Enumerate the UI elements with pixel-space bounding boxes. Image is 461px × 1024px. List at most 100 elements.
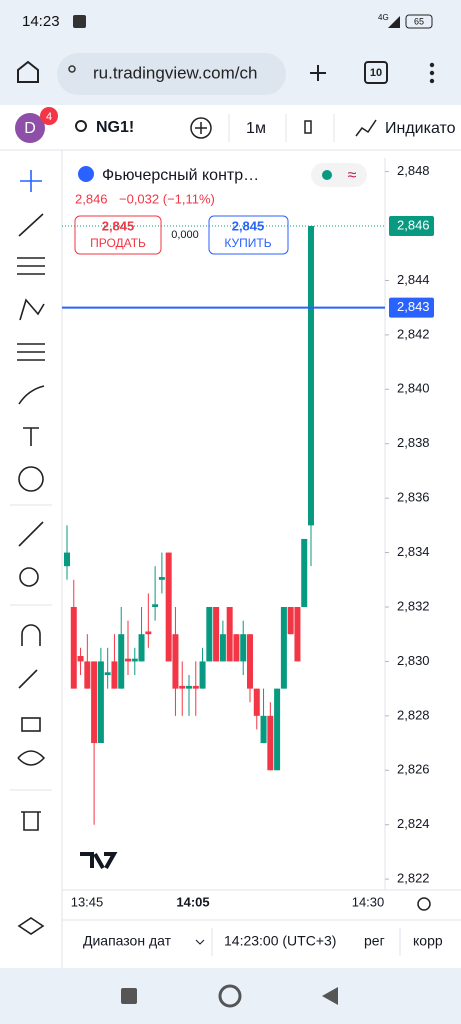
candle-body — [64, 552, 70, 567]
sell-price: 2,845 — [102, 218, 135, 233]
candle-body — [165, 552, 172, 662]
home-button[interactable] — [218, 984, 242, 1008]
badge-count: 4 — [46, 111, 52, 123]
avatar-letter: D — [24, 120, 36, 137]
interval[interactable]: 1м — [246, 120, 266, 137]
session[interactable]: рег — [364, 933, 385, 949]
candle-body — [233, 634, 240, 662]
chart-title: Фьючерсный контр… — [102, 167, 259, 184]
signal — [388, 16, 400, 28]
notif-icon — [73, 15, 86, 28]
menu[interactable] — [429, 62, 435, 84]
candle-body — [158, 577, 165, 580]
avatar[interactable] — [15, 113, 45, 143]
tool-seps — [10, 504, 52, 791]
price-label: 2,822 — [397, 871, 430, 886]
sell-label: ПРОДАТЬ — [90, 236, 146, 250]
candle-body — [77, 655, 84, 662]
candle-body — [152, 604, 159, 607]
candle-body — [125, 658, 131, 662]
sell-button[interactable] — [74, 215, 162, 255]
price-label: 2,836 — [397, 490, 430, 505]
candle-body — [145, 631, 152, 635]
time-label: 13:45 — [71, 894, 104, 909]
candle-body — [91, 661, 98, 744]
candle-body — [97, 661, 104, 744]
candle-body — [267, 715, 274, 771]
buy-button[interactable] — [208, 215, 289, 255]
drawing-tools[interactable] — [17, 170, 46, 935]
candle-body — [213, 606, 220, 662]
buy-label: КУПИТЬ — [224, 236, 271, 250]
symbol[interactable]: NG1! — [96, 119, 134, 136]
candle-body — [206, 606, 213, 662]
plus — [195, 122, 207, 134]
candle-body — [172, 634, 179, 689]
candle-body — [111, 661, 118, 689]
indicators-icon — [355, 119, 377, 137]
candle-body — [260, 715, 267, 744]
price-label: 2,830 — [397, 653, 430, 668]
battery — [405, 14, 433, 29]
time-label: 14:05 — [176, 894, 209, 909]
candle-body — [199, 661, 206, 689]
settings[interactable] — [417, 897, 431, 911]
search-icon[interactable] — [75, 120, 87, 132]
tab-count: 10 — [370, 67, 382, 79]
candle-body — [131, 658, 138, 662]
back[interactable] — [322, 987, 338, 1005]
candle-body — [118, 634, 125, 689]
candle-body — [138, 634, 145, 662]
price-label: 2,826 — [397, 762, 430, 777]
price-label: 2,824 — [397, 816, 430, 831]
indicators[interactable]: Индикато — [385, 120, 456, 137]
network: 4G — [378, 13, 389, 22]
clock-tz[interactable]: 14:23:00 (UTC+3) — [224, 933, 336, 949]
candle-body — [294, 606, 301, 662]
url: ru.tradingview.com/ch — [93, 63, 257, 82]
last-price-label: 2,846 — [397, 217, 430, 232]
candle-body — [192, 685, 199, 689]
delayed: ≈ — [348, 167, 357, 184]
last-price-text: 2,846 — [75, 191, 108, 206]
add-symbol[interactable] — [190, 117, 212, 139]
nav-bar — [0, 968, 461, 1024]
price-label: 2,834 — [397, 544, 430, 559]
badge — [40, 107, 58, 125]
candle-body — [247, 634, 253, 689]
candle-body — [253, 688, 260, 716]
price-label: 2,828 — [397, 707, 430, 722]
candle-body — [226, 606, 233, 662]
change: −0,032 (−1,11%) — [119, 191, 215, 206]
candle-body — [308, 226, 314, 526]
url-bar[interactable] — [57, 53, 286, 95]
candle-body — [104, 672, 111, 676]
tabs[interactable] — [364, 61, 388, 84]
line-price-tag — [389, 297, 434, 318]
new-tab[interactable] — [310, 65, 326, 81]
line-price-label: 2,843 — [397, 299, 430, 314]
chevron — [195, 939, 205, 945]
symbol-logo — [78, 166, 94, 182]
candle-body — [280, 606, 287, 689]
candle-body — [219, 634, 226, 662]
candle-body — [84, 661, 91, 689]
tv-logo — [80, 852, 118, 869]
price-label: 2,848 — [397, 163, 430, 178]
site-icon — [68, 65, 76, 73]
spread: 0,000 — [171, 229, 199, 241]
chart-type[interactable] — [304, 120, 312, 134]
adjust[interactable]: корр — [413, 933, 443, 949]
home[interactable] — [17, 60, 39, 83]
price-label: 2,842 — [397, 326, 430, 341]
status-pill — [311, 163, 367, 187]
recents[interactable] — [121, 988, 137, 1004]
price-label: 2,840 — [397, 381, 430, 396]
price-label: 2,832 — [397, 598, 430, 613]
battery-level: 65 — [414, 16, 424, 26]
date-range[interactable]: Диапазон дат — [83, 933, 172, 949]
candle-body — [70, 606, 77, 689]
candle-body — [186, 685, 192, 689]
price-label: 2,838 — [397, 435, 430, 450]
